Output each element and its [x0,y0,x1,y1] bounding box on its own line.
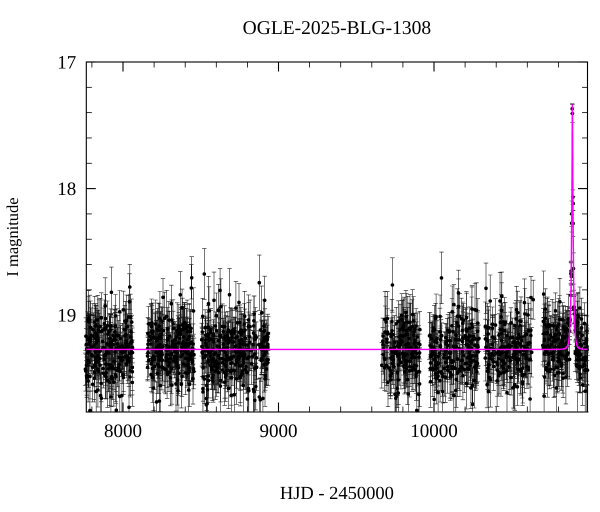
svg-text:17: 17 [57,53,76,74]
svg-text:HJD - 2450000: HJD - 2450000 [280,484,394,504]
svg-text:10000: 10000 [410,421,458,442]
svg-text:OGLE-2025-BLG-1308: OGLE-2025-BLG-1308 [243,18,431,39]
svg-text:9000: 9000 [260,421,298,442]
svg-text:19: 19 [57,306,76,327]
svg-text:18: 18 [57,179,76,200]
svg-text:I magnitude: I magnitude [3,197,22,276]
svg-text:8000: 8000 [104,421,142,442]
